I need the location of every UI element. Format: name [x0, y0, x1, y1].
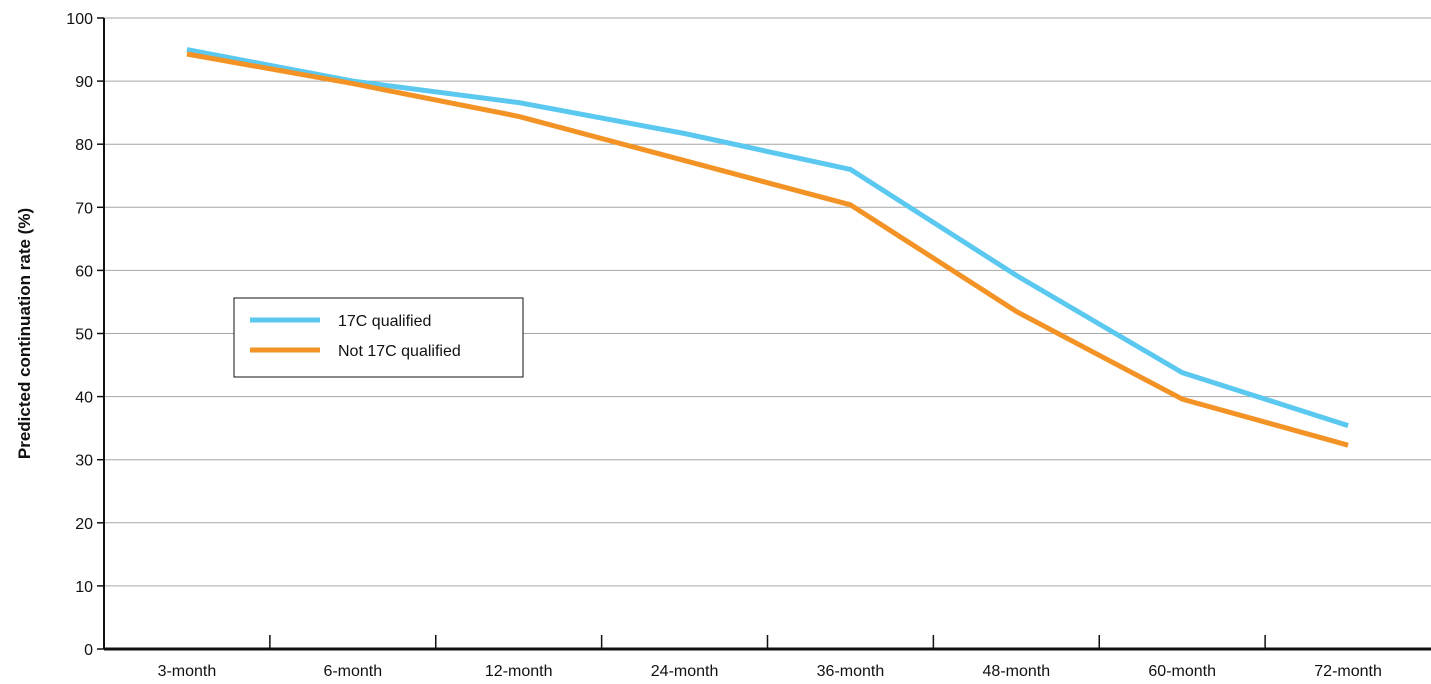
y-axis-label: Predicted continuation rate (%) — [15, 208, 34, 459]
x-tick-labels: 3-month 6-month 12-month 24-month 36-month 48… — [158, 663, 1382, 680]
legend-box — [233, 297, 524, 378]
x-tick-label: 36-month — [817, 663, 885, 680]
x-tick-label: 24-month — [651, 663, 719, 680]
x-tick-label: 6-month — [323, 663, 382, 680]
axes — [97, 17, 1431, 651]
y-tick-label: 30 — [75, 453, 93, 470]
y-tick-label: 90 — [75, 74, 93, 91]
y-tick-label: 40 — [75, 390, 93, 407]
legend-label-not-17c-qualified: Not 17C qualified — [338, 343, 461, 360]
x-tick-label: 48-month — [983, 663, 1051, 680]
x-tick-label: 12-month — [485, 663, 553, 680]
series-line-17c-qualified — [186, 47, 1349, 428]
y-tick-label: 100 — [66, 11, 93, 28]
series-line-not-17c-qualified — [186, 51, 1349, 448]
y-tick-label: 60 — [75, 263, 93, 280]
y-tick-label: 10 — [75, 579, 93, 596]
y-tick-label: 80 — [75, 137, 93, 154]
x-tick-label: 72-month — [1314, 663, 1382, 680]
y-tick-label: 70 — [75, 200, 93, 217]
series-lines — [186, 47, 1349, 448]
x-tick-label: 3-month — [158, 663, 217, 680]
y-tick-label: 20 — [75, 516, 93, 533]
y-tick-label: 0 — [84, 642, 93, 659]
y-tick-labels: 0 10 20 30 40 50 60 70 80 90 100 — [66, 11, 93, 659]
y-tick-label: 50 — [75, 327, 93, 344]
legend-label-17c-qualified: 17C qualified — [338, 313, 431, 330]
x-tick-label: 60-month — [1148, 663, 1216, 680]
gridlines — [104, 17, 1431, 587]
legend: 17C qualified Not 17C qualified — [233, 297, 524, 378]
